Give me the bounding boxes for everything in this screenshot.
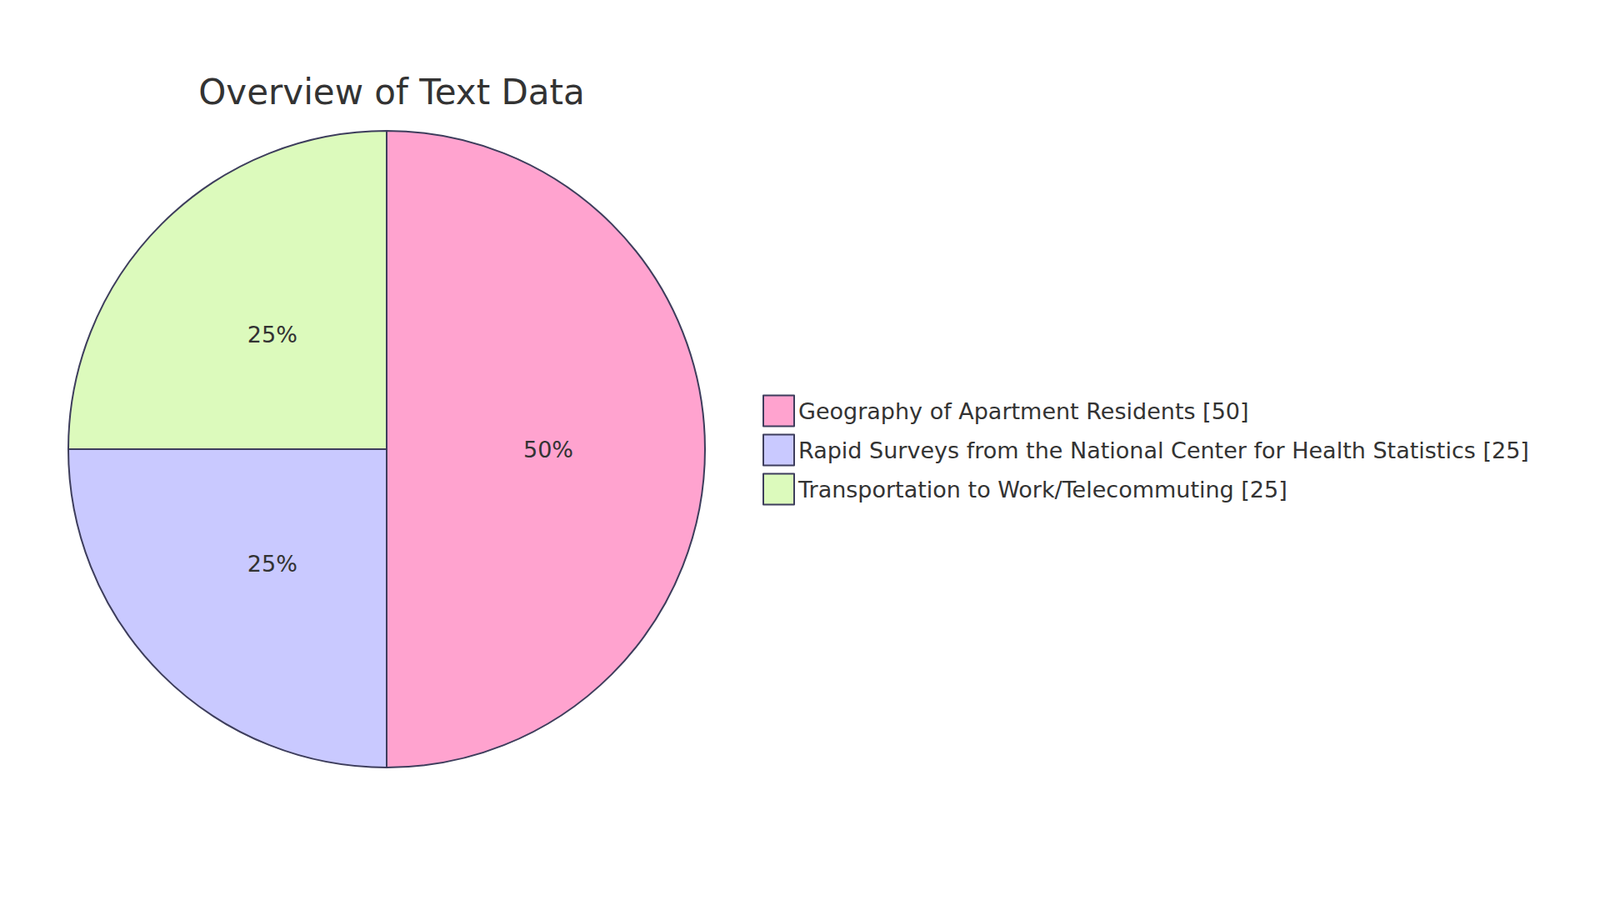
svg-text:25%: 25% bbox=[247, 550, 298, 577]
svg-text:Transportation to Work/Telecom: Transportation to Work/Telecommuting [25… bbox=[797, 476, 1288, 503]
svg-text:Overview of Text Data: Overview of Text Data bbox=[198, 71, 585, 113]
svg-text:Rapid Surveys from the Nationa: Rapid Surveys from the National Center f… bbox=[798, 437, 1530, 464]
svg-text:50%: 50% bbox=[523, 436, 574, 463]
svg-text:Geography of Apartment Residen: Geography of Apartment Residents [50] bbox=[798, 398, 1250, 425]
svg-text:25%: 25% bbox=[247, 321, 298, 348]
